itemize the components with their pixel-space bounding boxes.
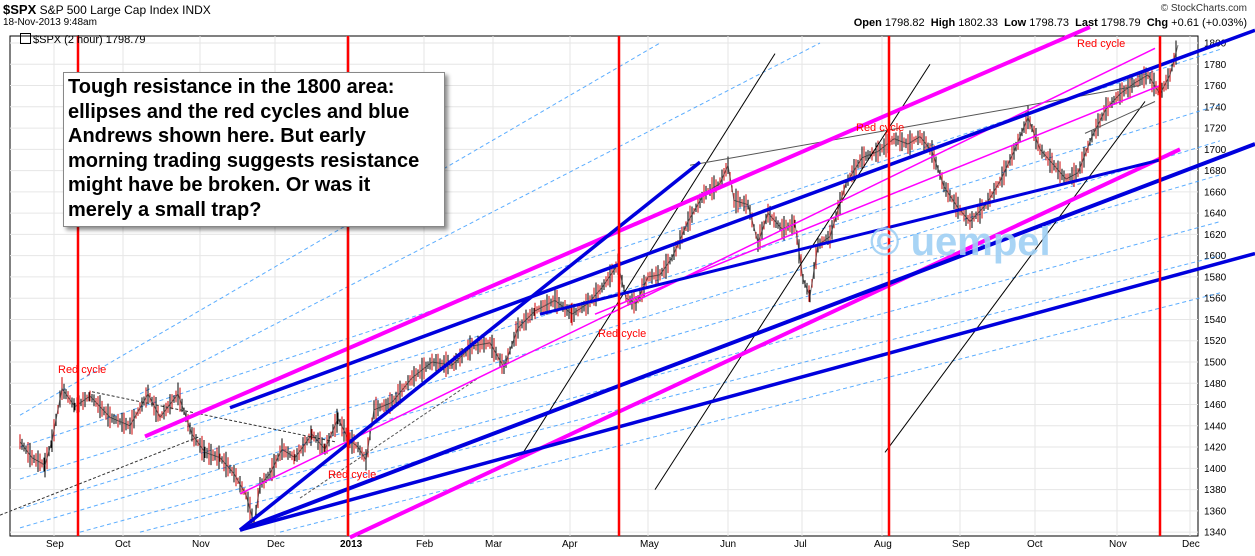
- price-line: [19, 44, 1179, 524]
- andrews-line: [239, 142, 1255, 532]
- y-tick-label: 1560: [1204, 294, 1227, 305]
- y-tick-label: 1420: [1204, 443, 1227, 454]
- x-tick-label: Oct: [115, 539, 131, 550]
- x-tick-label: Aug: [874, 539, 892, 550]
- y-tick-label: 1500: [1204, 357, 1227, 368]
- x-tick-label: Jul: [794, 539, 807, 550]
- channel-line: [139, 42, 821, 395]
- low-label: Low: [1004, 17, 1027, 29]
- y-tick-label: 1780: [1204, 60, 1227, 71]
- chg-value: +0.61 (+0.03%): [1171, 17, 1247, 29]
- y-tick-label: 1360: [1204, 506, 1227, 517]
- channel-line: [79, 221, 1221, 533]
- y-tick-label: 1760: [1204, 81, 1227, 92]
- andrews-line: [229, 28, 1255, 410]
- y-tick-label: 1600: [1204, 251, 1227, 262]
- x-tick-label: Feb: [416, 539, 434, 550]
- y-tick-label: 1340: [1204, 528, 1227, 539]
- channel-line: [19, 140, 1221, 510]
- x-tick-label: Dec: [1182, 539, 1200, 550]
- trend-line: [1084, 101, 1156, 134]
- watermark: © uempel: [870, 220, 1051, 264]
- y-tick-label: 1380: [1204, 485, 1227, 496]
- x-tick-label: Sep: [46, 539, 64, 550]
- red-cycle-label: Red cycle: [58, 364, 106, 376]
- trend-line: [884, 101, 1146, 453]
- channel-line: [139, 255, 1221, 533]
- chg-label: Chg: [1146, 17, 1169, 29]
- low-value: 1798.73: [1029, 17, 1069, 29]
- x-tick-label: Oct: [1027, 539, 1043, 550]
- y-tick-label: 1400: [1204, 464, 1227, 475]
- ticker-name: S&P 500 Large Cap Index INDX: [39, 3, 211, 17]
- dashed-trend-line: [91, 391, 336, 443]
- high-label: High: [930, 17, 956, 29]
- ohlc-readout: Open 1798.82 High 1802.33 Low 1798.73 La…: [854, 17, 1247, 29]
- red-cycle-label: Red cycle: [1077, 38, 1125, 50]
- andrews-line: [238, 160, 702, 532]
- y-tick-label: 1740: [1204, 102, 1227, 113]
- legend-label: $SPX (2 hour) 1798.79: [33, 34, 146, 46]
- x-tick-label: Apr: [562, 539, 578, 550]
- ellipse-line: [144, 25, 1091, 439]
- y-tick-label: 1660: [1204, 187, 1227, 198]
- ellipse-line: [349, 147, 1181, 540]
- red-cycle-label: Red cycle: [598, 328, 646, 340]
- andrews-line: [239, 251, 1255, 532]
- y-tick-label: 1440: [1204, 421, 1227, 432]
- y-tick-label: 1520: [1204, 336, 1227, 347]
- x-tick-label: Sep: [952, 539, 970, 550]
- copyright: © StockCharts.com: [1160, 3, 1247, 14]
- x-tick-label: Nov: [1109, 539, 1127, 550]
- ticker-symbol: $SPX: [3, 2, 37, 17]
- x-tick-label: Mar: [485, 539, 503, 550]
- annotation-box: Tough resistance in the 1800 area: ellip…: [63, 72, 445, 227]
- x-tick-label: 2013: [340, 539, 363, 550]
- dashed-trend-line: [0, 435, 201, 516]
- y-tick-label: 1700: [1204, 145, 1227, 156]
- y-tick-label: 1540: [1204, 315, 1227, 326]
- open-value: 1798.82: [884, 17, 925, 29]
- red-cycle-label: Red cycle: [856, 122, 904, 134]
- y-tick-label: 1640: [1204, 209, 1227, 220]
- x-tick-label: Nov: [192, 539, 210, 550]
- ticker-header: $SPX S&P 500 Large Cap Index INDX: [3, 2, 211, 17]
- channel-line: [279, 292, 1221, 533]
- last-value: 1798.79: [1100, 17, 1141, 29]
- andrews-line: [539, 158, 1161, 316]
- x-tick-label: May: [640, 539, 659, 550]
- x-tick-label: Jun: [720, 539, 736, 550]
- legend-swatch-icon: [20, 33, 31, 44]
- last-label: Last: [1075, 17, 1098, 29]
- y-tick-label: 1480: [1204, 379, 1227, 390]
- trend-line: [654, 63, 931, 490]
- y-tick-label: 1680: [1204, 166, 1227, 177]
- y-tick-label: 1580: [1204, 272, 1227, 283]
- channel-line: [19, 42, 661, 416]
- y-tick-label: 1620: [1204, 230, 1227, 241]
- y-tick-label: 1460: [1204, 400, 1227, 411]
- open-label: Open: [853, 17, 882, 29]
- x-tick-label: Dec: [267, 539, 285, 550]
- y-tick-label: 1720: [1204, 124, 1227, 135]
- series-legend: $SPX (2 hour) 1798.79: [20, 33, 146, 46]
- chart-date: 18-Nov-2013 9:48am: [3, 17, 97, 28]
- high-value: 1802.33: [958, 17, 999, 29]
- red-cycle-label: Red cycle: [328, 469, 376, 481]
- dashed-trend-line: [299, 376, 481, 499]
